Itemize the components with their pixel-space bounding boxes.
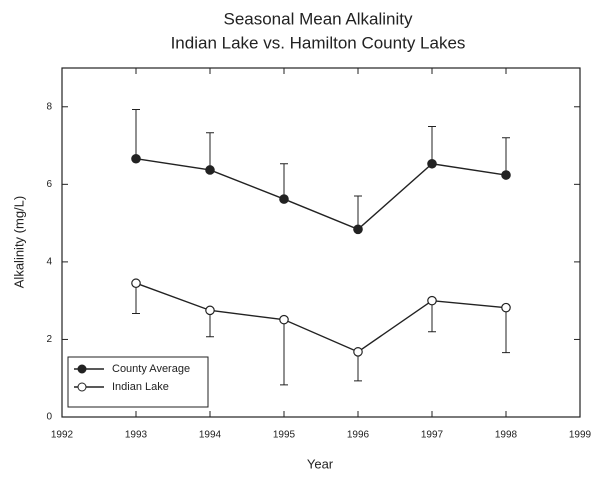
marker [279,194,289,204]
y-tick-label: 8 [46,101,52,112]
error-bar [502,307,510,354]
marker [205,305,215,316]
legend-marker [77,364,87,374]
x-tick-label: 1997 [421,430,444,441]
legend-label: County Average [112,363,190,375]
marker [427,295,437,306]
error-bar [502,137,510,176]
legend-box [67,356,209,408]
error-bar [428,300,436,333]
error-bar [354,195,362,230]
y-axis-label: Alkalinity (mg/L) [11,196,26,288]
x-tick-label: 1998 [495,430,518,441]
error-bar [132,283,140,314]
marker [501,170,511,180]
marker [427,158,437,169]
series-line [135,158,507,231]
y-tick-label: 6 [46,179,52,190]
error-bar [280,319,288,386]
marker [353,224,363,235]
error-bar [206,132,214,170]
x-tick-label: 1999 [569,430,592,441]
chart-title: Seasonal Mean Alkalinity [223,9,413,28]
error-bar [280,163,288,200]
error-bar [428,126,436,164]
error-bar [354,351,362,382]
x-tick-label: 1992 [51,430,74,441]
y-tick-label: 2 [46,334,52,345]
x-tick-label: 1995 [273,430,296,441]
x-axis-label: Year [307,456,334,471]
marker [205,165,215,175]
marker [501,302,511,313]
y-tick-label: 4 [46,257,52,268]
chart-subtitle: Indian Lake vs. Hamilton County Lakes [171,33,466,52]
marker [131,278,141,289]
y-tick-label: 0 [46,412,52,423]
x-tick-label: 1993 [125,430,148,441]
legend-marker [77,382,87,392]
x-tick-label: 1996 [347,430,370,441]
x-tick-label: 1994 [199,430,222,441]
legend-label: Indian Lake [112,381,169,393]
marker [131,153,141,164]
plot-frame [61,67,581,418]
error-bar [132,108,140,159]
marker [279,314,289,325]
marker [353,347,363,357]
series-line [135,282,507,353]
